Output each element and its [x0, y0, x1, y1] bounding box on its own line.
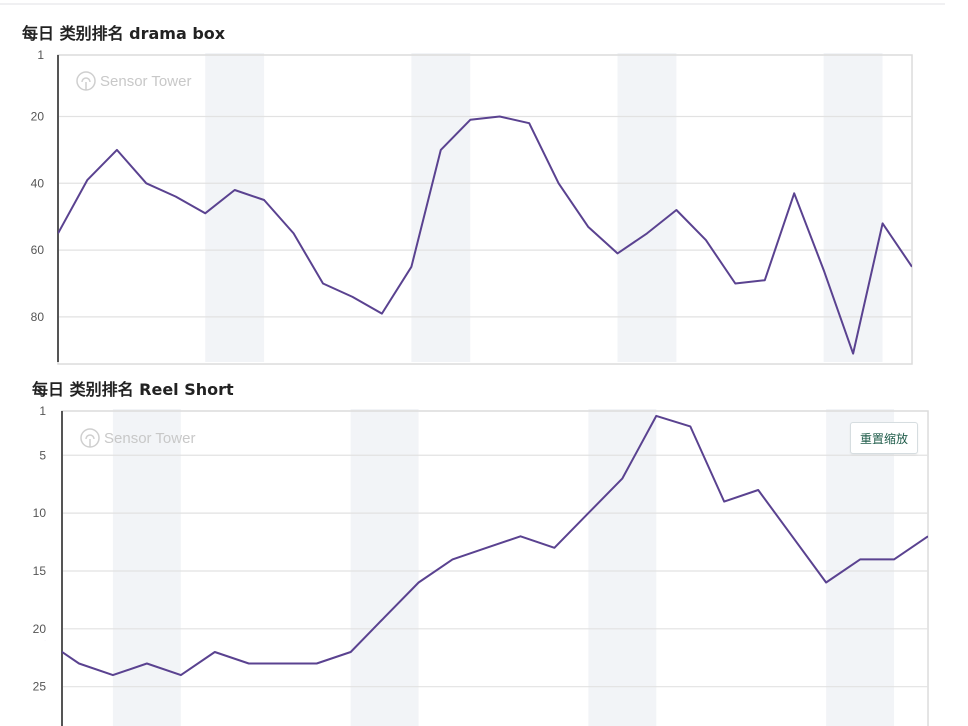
plot-border — [61, 410, 929, 726]
y-tick-label: 60 — [31, 243, 45, 257]
sensor-tower-logo-mark — [85, 434, 95, 447]
weekend-band — [205, 53, 265, 362]
y-tick-label: 20 — [33, 622, 47, 636]
weekend-band — [617, 53, 677, 362]
y-tick-label: 5 — [39, 448, 46, 462]
watermark-text: Sensor Tower — [100, 73, 191, 90]
top-divider — [0, 3, 945, 5]
watermark-text: Sensor Tower — [104, 430, 195, 447]
chart-title-reel-short: 每日 类别排名 Reel Short — [32, 380, 234, 399]
series-line — [58, 115, 912, 355]
y-tick-label: 40 — [31, 176, 45, 190]
y-tick-label: 1 — [39, 404, 46, 418]
sensor-tower-logo-mark — [81, 77, 91, 90]
weekend-band — [588, 409, 657, 726]
weekend-band — [826, 409, 895, 726]
y-tick-label: 20 — [31, 109, 45, 123]
weekend-band — [411, 53, 471, 362]
weekend-band — [823, 53, 883, 362]
chart-0: 1 20 40 60 80 Sensor Tower — [31, 48, 913, 365]
weekend-band — [112, 409, 181, 726]
y-tick-label: 1 — [37, 48, 44, 62]
y-tick-label: 15 — [33, 564, 47, 578]
y-tick-label: 10 — [33, 506, 47, 520]
chart-title-drama-box: 每日 类别排名 drama box — [22, 24, 226, 43]
reset-zoom-button[interactable]: 重置缩放 — [850, 422, 918, 454]
y-tick-label: 80 — [31, 310, 45, 324]
weekend-band — [350, 409, 419, 726]
y-tick-label: 25 — [33, 680, 47, 694]
plot-border — [57, 54, 913, 365]
